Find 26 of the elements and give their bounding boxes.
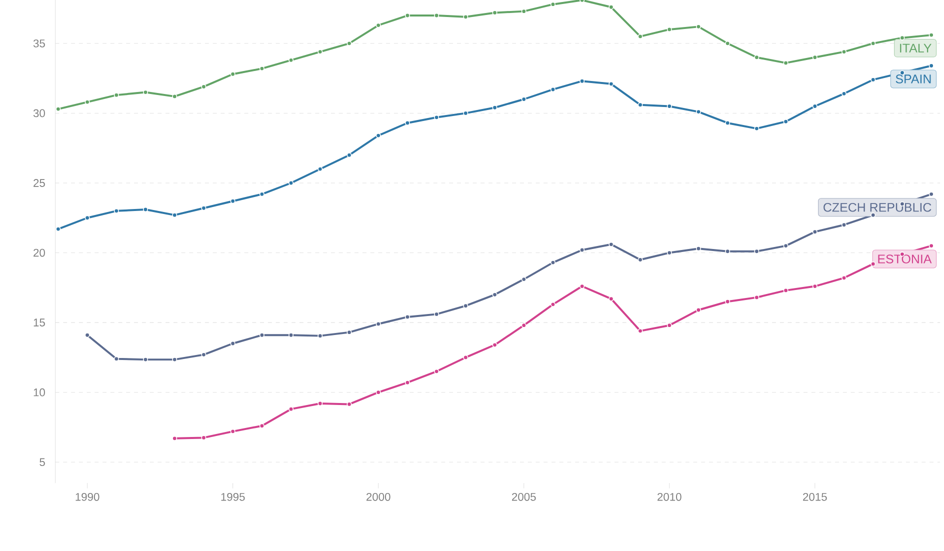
point	[870, 212, 876, 218]
y-tick-label: 20	[34, 248, 45, 257]
series-label: SPAIN	[896, 74, 931, 84]
x-tick-label: 2015	[803, 492, 827, 501]
y-tick-label: 35	[33, 39, 45, 48]
y-tick-label: 25	[34, 178, 45, 187]
series-label: ITALY	[900, 44, 932, 52]
point	[638, 34, 643, 39]
y-tick-label: 15	[34, 318, 45, 326]
y-tick-label: 30	[33, 109, 45, 117]
point	[521, 276, 526, 282]
x-tick-label: 1995	[221, 492, 245, 501]
point	[521, 322, 526, 328]
y-tick-label: 10	[34, 388, 45, 396]
series-label: CZECH REPUBLIC	[824, 202, 932, 212]
point	[346, 40, 352, 46]
point	[870, 261, 876, 266]
x-tick-label: 2005	[512, 492, 536, 501]
x-tick-label: 2010	[658, 492, 682, 501]
x-tick-label: 1990	[76, 492, 100, 501]
y-tick-label: 5	[40, 458, 45, 466]
point	[492, 342, 498, 348]
point	[550, 302, 556, 307]
point	[638, 328, 643, 334]
x-tick-label: 2000	[366, 492, 390, 501]
series-label: ESTONIA	[878, 254, 932, 264]
